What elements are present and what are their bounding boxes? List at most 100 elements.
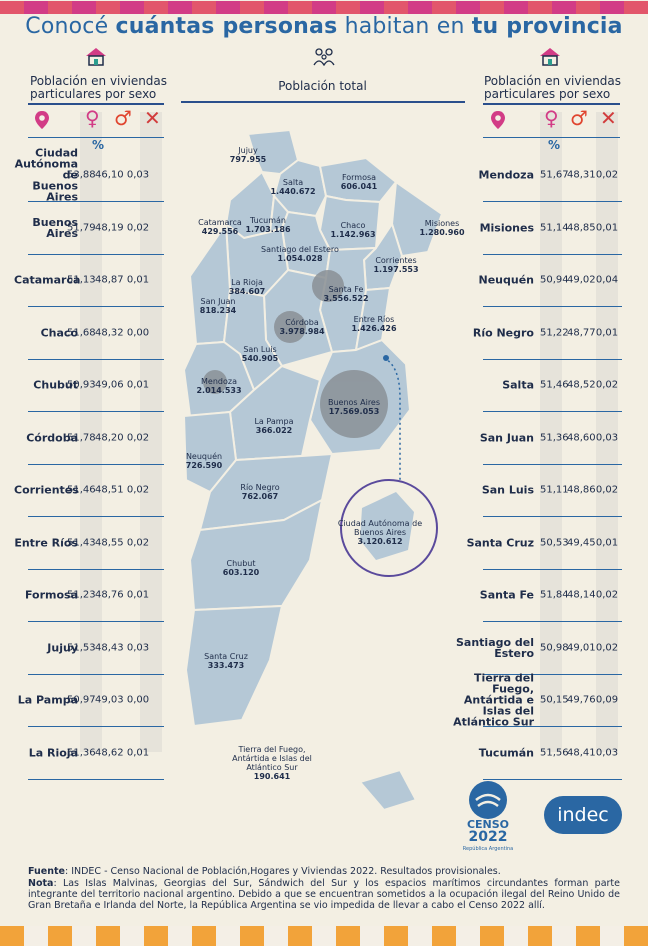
province-name: Jujuy	[47, 641, 78, 654]
map-province-label: Chubut 603.120	[196, 559, 286, 577]
female-percent: 51,14	[540, 222, 569, 233]
map-province-name: Buenos Aires	[327, 398, 381, 407]
row-divider	[483, 463, 622, 465]
row-divider	[483, 411, 622, 412]
top-pattern-band	[0, 0, 648, 14]
other-percent: 0,03	[595, 432, 619, 443]
female-percent: 51,84	[540, 589, 569, 601]
row-divider	[28, 726, 164, 727]
province-name: La Rioja	[28, 746, 78, 759]
other-percent: 0,00	[126, 694, 150, 706]
map-province-value: 762.067	[241, 492, 279, 501]
male-percent: 48,62	[95, 747, 124, 758]
map-province-value: 366.022	[255, 426, 293, 435]
family-icon	[313, 48, 335, 66]
row-divider	[28, 516, 164, 517]
province-name: Chaco	[40, 326, 78, 339]
female-percent: 51,67	[540, 169, 569, 181]
province-name: Neuquén	[478, 273, 535, 287]
province-row: Buenos Aires 51,79 48,19 0,02	[14, 208, 166, 255]
male-percent: 48,14	[567, 589, 596, 601]
province-row: Santa Cruz 50,53 49,45 0,01	[436, 523, 622, 570]
map-province-name: Tucumán	[250, 216, 286, 225]
censo-word: CENSO	[466, 818, 510, 831]
other-percent: 0,01	[126, 379, 150, 391]
right-stripe-female	[540, 112, 562, 752]
center-header-rule	[181, 101, 465, 103]
female-percent: 51,68	[67, 327, 96, 338]
province-name: Buenos Aires	[32, 215, 78, 240]
female-percent: 50,53	[540, 537, 569, 548]
row-divider	[483, 516, 622, 517]
female-percent: 51,43	[67, 537, 96, 548]
other-percent: 0,01	[126, 747, 150, 758]
province-row: La Rioja 51,36 48,62 0,01	[14, 733, 166, 780]
row-divider	[28, 778, 164, 780]
map-province-value: 384.607	[228, 287, 266, 296]
other-percent: 0,01	[126, 274, 150, 286]
center-column-header: Población total	[278, 79, 367, 93]
male-percent: 48,86	[567, 484, 596, 496]
other-percent: 0,02	[126, 432, 150, 443]
male-percent: 49,03	[95, 694, 124, 706]
row-divider	[483, 673, 622, 675]
male-percent: 48,60	[567, 432, 596, 443]
map-province-name: Neuquén	[185, 452, 223, 461]
row-divider	[28, 358, 164, 360]
other-percent: 0,01	[595, 327, 619, 338]
location-pin-icon	[491, 111, 505, 129]
province-santa-cruz	[185, 605, 283, 727]
map-province-name: Chubut	[226, 559, 256, 568]
province-row: Santa Fe 51,84 48,14 0,02	[436, 575, 622, 622]
right-stripe-other	[596, 112, 618, 752]
province-name: Santa Cruz	[466, 536, 534, 549]
other-percent: 0,02	[126, 537, 150, 548]
province-name: San Juan	[479, 431, 534, 444]
map-province-label: Misiones 1.280.960	[397, 219, 487, 237]
female-percent: 53,88	[67, 169, 96, 181]
other-percent: 0,03	[126, 169, 150, 181]
row-divider	[28, 306, 164, 307]
province-row: Mendoza 51,67 48,31 0,02	[436, 155, 622, 202]
map-province-label: Santiago del Estero 1.054.028	[255, 245, 345, 263]
row-divider	[28, 411, 164, 412]
province-row: Corrientes 51,46 48,51 0,02	[14, 470, 166, 517]
female-symbol-icon: ♀	[544, 106, 559, 130]
province-row: Misiones 51,14 48,85 0,01	[436, 208, 622, 255]
male-percent: 48,76	[95, 589, 124, 601]
row-divider	[28, 568, 164, 570]
map-province-name: Santa Fe	[328, 285, 364, 294]
map-province-label: Buenos Aires 17.569.053	[309, 398, 399, 416]
province-row: Santiago del Estero 50,98 49,01 0,02	[436, 628, 622, 675]
province-name: Santiago del Estero	[456, 635, 534, 660]
other-percent: 0,01	[595, 222, 619, 233]
province-row: Neuquén 50,94 49,02 0,04	[436, 260, 622, 307]
map-province-value: 3.120.612	[357, 537, 403, 546]
map-province-name: Salta	[282, 178, 304, 187]
censo-subtitle: República Argentina	[462, 846, 514, 852]
map-province-name: San Juan	[200, 297, 236, 306]
map-province-label: Jujuy 797.955	[203, 146, 293, 164]
page-title: Conocé cuántas personas habitan en tu pr…	[25, 14, 623, 39]
x-symbol-icon: ✕	[600, 106, 617, 130]
house-icon-right	[540, 48, 560, 66]
map-province-name: Entre Ríos	[353, 315, 395, 324]
house-icon-left	[86, 48, 106, 66]
province-name: Salta	[502, 378, 534, 392]
male-percent: 49,76	[567, 694, 596, 706]
province-name: Chubut	[33, 378, 78, 392]
right-header-rule	[483, 103, 620, 105]
other-percent: 0,02	[595, 169, 619, 181]
map-province-value: 797.955	[229, 155, 267, 164]
map-province-value: 1.054.028	[277, 254, 323, 263]
province-name: Córdoba	[26, 431, 78, 444]
row-divider	[483, 306, 622, 307]
map-province-label: Río Negro 762.067	[215, 483, 305, 501]
map-province-name: Formosa	[341, 173, 377, 182]
male-percent: 48,55	[95, 537, 124, 548]
row-divider	[483, 568, 622, 570]
map-province-name: Santa Cruz	[204, 652, 248, 661]
x-symbol-icon: ✕	[144, 106, 161, 130]
province-row: Tierra del Fuego, Antártida e Islas del …	[436, 673, 622, 728]
other-percent: 0,02	[595, 589, 619, 601]
